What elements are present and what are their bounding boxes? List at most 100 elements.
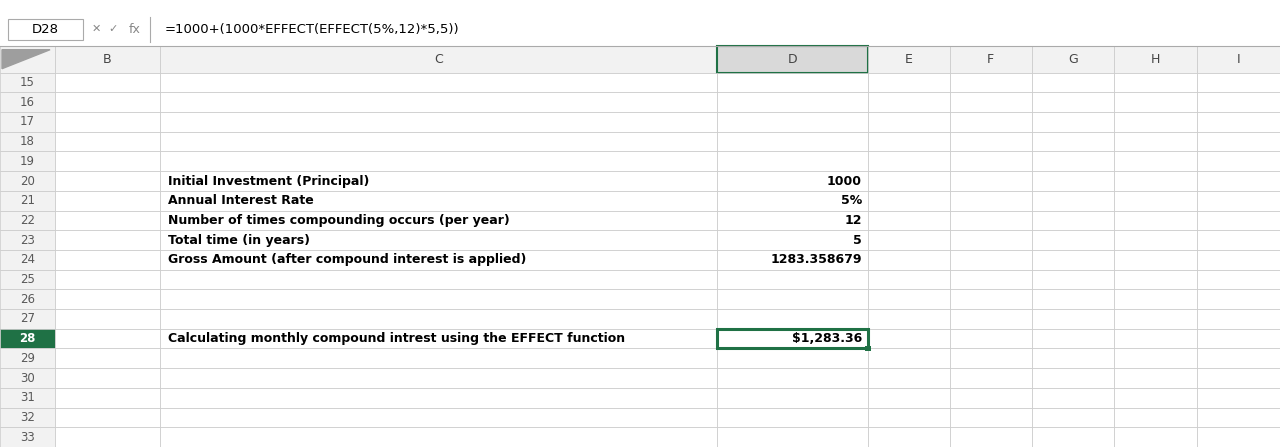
Bar bbox=[1114, 368, 1197, 388]
Bar bbox=[865, 346, 870, 351]
Bar bbox=[1114, 408, 1197, 427]
Bar bbox=[0, 13, 1280, 46]
Bar bbox=[868, 309, 950, 329]
Bar bbox=[1114, 152, 1197, 171]
Text: ✕: ✕ bbox=[91, 24, 101, 34]
Text: Annual Interest Rate: Annual Interest Rate bbox=[168, 194, 314, 207]
Bar bbox=[1032, 427, 1114, 447]
Bar bbox=[1197, 368, 1280, 388]
Text: 31: 31 bbox=[20, 391, 35, 404]
Bar bbox=[1114, 329, 1197, 349]
Bar bbox=[160, 349, 717, 368]
Bar bbox=[1114, 132, 1197, 152]
Text: fx: fx bbox=[129, 23, 141, 36]
Bar bbox=[868, 152, 950, 171]
Bar bbox=[868, 211, 950, 230]
Bar bbox=[717, 230, 868, 250]
Text: 25: 25 bbox=[20, 273, 35, 286]
Bar bbox=[950, 132, 1032, 152]
Bar bbox=[868, 270, 950, 289]
Bar bbox=[55, 230, 160, 250]
Bar bbox=[55, 289, 160, 309]
Text: D28: D28 bbox=[32, 23, 59, 36]
Bar bbox=[160, 112, 717, 132]
Bar bbox=[868, 112, 950, 132]
Bar bbox=[1197, 230, 1280, 250]
Text: 33: 33 bbox=[20, 430, 35, 444]
Bar bbox=[950, 427, 1032, 447]
Text: 23: 23 bbox=[20, 234, 35, 247]
Bar bbox=[160, 152, 717, 171]
Bar bbox=[160, 132, 717, 152]
Bar bbox=[0, 427, 55, 447]
Bar bbox=[1114, 191, 1197, 211]
Bar bbox=[868, 427, 950, 447]
Bar bbox=[1197, 349, 1280, 368]
Text: 5%: 5% bbox=[841, 194, 861, 207]
Bar bbox=[950, 230, 1032, 250]
Bar bbox=[160, 73, 717, 93]
Bar bbox=[1114, 112, 1197, 132]
Bar bbox=[1032, 329, 1114, 349]
Bar bbox=[55, 329, 160, 349]
Bar bbox=[1197, 408, 1280, 427]
Bar bbox=[0, 93, 55, 112]
Bar bbox=[1032, 46, 1114, 73]
Bar bbox=[55, 427, 160, 447]
Bar bbox=[868, 73, 950, 93]
Bar bbox=[160, 171, 717, 191]
Bar bbox=[950, 73, 1032, 93]
Bar bbox=[717, 408, 868, 427]
Bar bbox=[1197, 73, 1280, 93]
Bar bbox=[1197, 289, 1280, 309]
Bar bbox=[717, 112, 868, 132]
Text: Total time (in years): Total time (in years) bbox=[168, 234, 310, 247]
Bar bbox=[717, 427, 868, 447]
Bar bbox=[950, 309, 1032, 329]
Bar bbox=[160, 329, 717, 349]
Text: 32: 32 bbox=[20, 411, 35, 424]
Bar bbox=[1114, 46, 1197, 73]
Bar bbox=[1197, 329, 1280, 349]
Bar bbox=[950, 289, 1032, 309]
Bar bbox=[868, 329, 950, 349]
Bar bbox=[717, 46, 868, 73]
Bar bbox=[868, 408, 950, 427]
Text: 15: 15 bbox=[20, 76, 35, 89]
Bar bbox=[0, 73, 55, 93]
Bar bbox=[868, 230, 950, 250]
Bar bbox=[1197, 171, 1280, 191]
Bar bbox=[0, 46, 55, 73]
Bar bbox=[950, 93, 1032, 112]
Text: I: I bbox=[1236, 53, 1240, 66]
Bar bbox=[868, 349, 950, 368]
Bar bbox=[55, 408, 160, 427]
Bar bbox=[1197, 309, 1280, 329]
Text: E: E bbox=[905, 53, 913, 66]
Bar bbox=[1197, 250, 1280, 270]
Bar bbox=[1032, 191, 1114, 211]
Bar bbox=[717, 368, 868, 388]
Bar bbox=[0, 329, 55, 349]
Bar bbox=[1032, 132, 1114, 152]
Bar bbox=[950, 368, 1032, 388]
Bar bbox=[160, 270, 717, 289]
Bar bbox=[1032, 211, 1114, 230]
Bar bbox=[950, 408, 1032, 427]
Bar bbox=[717, 309, 868, 329]
Bar bbox=[1197, 388, 1280, 408]
Bar bbox=[1032, 408, 1114, 427]
Bar bbox=[160, 211, 717, 230]
Bar bbox=[1197, 191, 1280, 211]
Text: 24: 24 bbox=[20, 253, 35, 266]
Text: 21: 21 bbox=[20, 194, 35, 207]
Bar bbox=[1114, 289, 1197, 309]
Text: Gross Amount (after compound interest is applied): Gross Amount (after compound interest is… bbox=[168, 253, 526, 266]
Text: 20: 20 bbox=[20, 174, 35, 188]
Bar bbox=[160, 289, 717, 309]
Bar bbox=[1032, 270, 1114, 289]
Bar bbox=[0, 152, 55, 171]
Bar bbox=[0, 368, 55, 388]
Text: ✓: ✓ bbox=[109, 24, 118, 34]
Bar bbox=[1032, 112, 1114, 132]
